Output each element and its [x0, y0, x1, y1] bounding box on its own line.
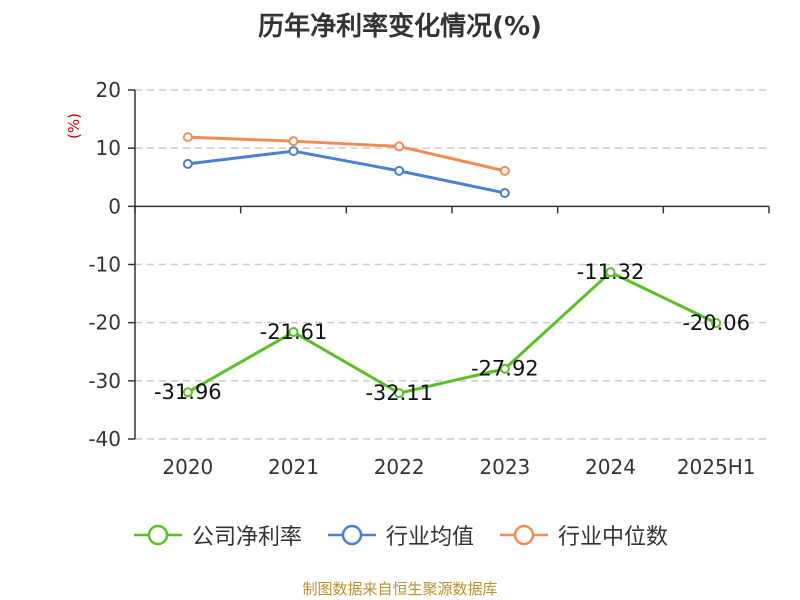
- point-0-0: [182, 387, 193, 398]
- data-labels: -31.96 -21.61 -32.11 -27.92 -11.32 -20.06: [154, 260, 750, 405]
- point-2-3: [499, 165, 510, 176]
- data-label-0-2: -32.11: [365, 381, 433, 405]
- source-note: 制图数据来自恒生聚源数据库: [302, 580, 498, 598]
- legend-swatch-2: [500, 524, 548, 546]
- y-tick-label-0: 20: [96, 78, 121, 102]
- y-tick-label-1: 10: [96, 136, 121, 160]
- point-0-1: [288, 327, 299, 338]
- y-tick-label-6: -40: [88, 427, 121, 451]
- legend-item-2[interactable]: 行业中位数: [498, 519, 668, 551]
- y-tick-label-2: 0: [108, 194, 121, 218]
- legend-item-1[interactable]: 行业均值: [326, 519, 474, 551]
- point-0-4: [605, 267, 616, 278]
- point-2-2: [394, 141, 405, 152]
- point-2-1: [288, 136, 299, 147]
- y-tick-label-4: -20: [88, 311, 121, 335]
- series-line-1: [187, 149, 506, 195]
- y-tick-label-5: -30: [88, 369, 121, 393]
- point-1-1: [288, 146, 299, 157]
- x-tick-label-5: 2025H1: [677, 455, 756, 479]
- legend-label-0: 公司净利率: [191, 525, 302, 550]
- legend-swatch-marker-1: [341, 524, 363, 546]
- x-tick-label-0: 2020: [162, 455, 213, 479]
- legend-item-0[interactable]: 公司净利率: [132, 519, 302, 551]
- series-line-0: [187, 270, 717, 395]
- point-1-2: [394, 165, 405, 176]
- point-1-3: [499, 187, 510, 198]
- legend-label-2: 行业中位数: [558, 525, 669, 550]
- point-0-2: [394, 388, 405, 399]
- series-line-2: [187, 135, 506, 173]
- legend: 公司净利率 行业均值 行业中位数: [0, 519, 800, 551]
- legend-swatch-0: [133, 524, 182, 546]
- data-label-0-0: -31.96: [154, 380, 222, 404]
- point-2-0: [182, 132, 193, 143]
- data-label-0-4: -11.32: [577, 260, 645, 284]
- legend-swatch-marker-2: [513, 524, 535, 546]
- chart-title: 历年净利率变化情况(%): [258, 12, 542, 42]
- x-tick-label-4: 2024: [585, 455, 636, 479]
- point-0-5: [711, 318, 722, 329]
- legend-swatch-marker-0: [147, 524, 169, 546]
- point-0-3: [499, 363, 510, 374]
- point-1-0: [182, 158, 193, 169]
- gridlines: [135, 89, 769, 440]
- x-tick-label-1: 2021: [268, 455, 319, 479]
- legend-label-1: 行业均值: [385, 525, 474, 550]
- legend-swatch-1: [327, 524, 376, 546]
- y-tick-label-3: -10: [88, 253, 121, 277]
- x-tick-label-3: 2023: [479, 455, 530, 479]
- axes: 20 10 0 -10 -20 -30 -40 2020 2021 2022 2023 2024 202…: [88, 78, 770, 479]
- x-tick-label-2: 2022: [374, 455, 425, 479]
- data-label-0-5: -20.06: [682, 311, 750, 335]
- y-axis-label: (%): [65, 113, 83, 139]
- series-lines: [182, 132, 722, 399]
- data-label-0-3: -27.92: [471, 357, 539, 381]
- data-label-0-1: -21.61: [260, 320, 328, 344]
